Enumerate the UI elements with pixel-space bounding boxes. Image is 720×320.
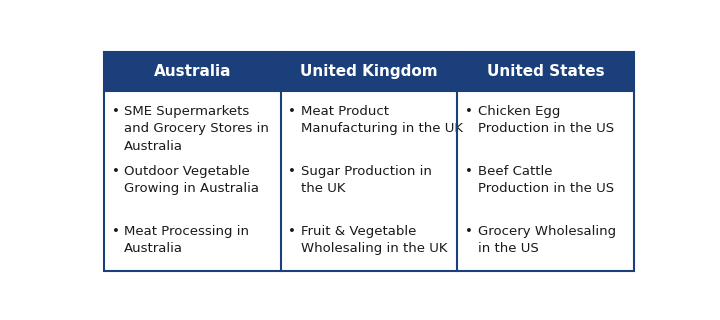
Text: •: •: [112, 165, 120, 178]
Text: Grocery Wholesaling
in the US: Grocery Wholesaling in the US: [477, 225, 616, 255]
Text: Outdoor Vegetable
Growing in Australia: Outdoor Vegetable Growing in Australia: [124, 165, 259, 195]
Text: •: •: [288, 225, 296, 238]
Text: Chicken Egg
Production in the US: Chicken Egg Production in the US: [477, 105, 613, 135]
Text: SME Supermarkets
and Grocery Stores in
Australia: SME Supermarkets and Grocery Stores in A…: [124, 105, 269, 153]
Bar: [104, 52, 634, 271]
Bar: [104, 52, 634, 271]
Text: •: •: [465, 165, 473, 178]
Text: Fruit & Vegetable
Wholesaling in the UK: Fruit & Vegetable Wholesaling in the UK: [301, 225, 447, 255]
Text: United States: United States: [487, 64, 605, 79]
Text: •: •: [112, 225, 120, 238]
Text: Sugar Production in
the UK: Sugar Production in the UK: [301, 165, 432, 195]
Bar: [104, 52, 281, 91]
Bar: [281, 52, 457, 91]
Text: •: •: [112, 105, 120, 118]
Text: Beef Cattle
Production in the US: Beef Cattle Production in the US: [477, 165, 613, 195]
Bar: [457, 52, 634, 91]
Text: Meat Product
Manufacturing in the UK: Meat Product Manufacturing in the UK: [301, 105, 463, 135]
Text: •: •: [465, 225, 473, 238]
Text: •: •: [465, 105, 473, 118]
Text: •: •: [288, 105, 296, 118]
Text: Australia: Australia: [153, 64, 231, 79]
Text: United Kingdom: United Kingdom: [300, 64, 438, 79]
Text: Meat Processing in
Australia: Meat Processing in Australia: [124, 225, 249, 255]
Text: •: •: [288, 165, 296, 178]
